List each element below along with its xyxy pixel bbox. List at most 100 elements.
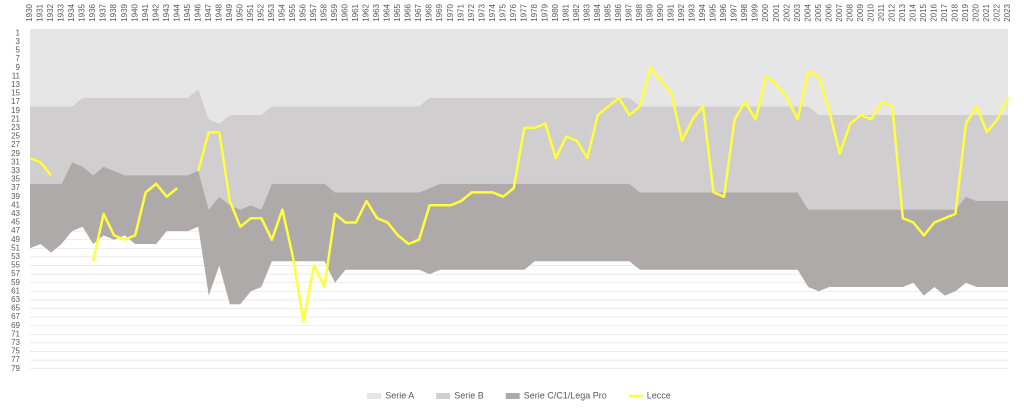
x-tick-label: 2021 xyxy=(982,3,991,21)
x-tick-label: 1936 xyxy=(88,3,97,21)
x-tick-label: 1992 xyxy=(677,3,686,21)
x-tick-label: 1978 xyxy=(530,3,539,21)
x-tick-label: 1947 xyxy=(204,3,213,21)
y-tick-label: 29 xyxy=(11,149,20,158)
y-tick-label: 49 xyxy=(11,235,20,244)
x-tick-label: 2014 xyxy=(908,3,917,21)
x-tick-label: 1980 xyxy=(551,3,560,21)
x-tick-label: 1955 xyxy=(288,3,297,21)
x-tick-label: 1977 xyxy=(519,3,528,21)
x-tick-label: 1975 xyxy=(498,3,507,21)
x-tick-label: 1974 xyxy=(488,3,497,21)
y-tick-label: 43 xyxy=(11,209,20,218)
x-tick-label: 1994 xyxy=(698,3,707,21)
x-tick-label: 1999 xyxy=(751,3,760,21)
y-tick-label: 27 xyxy=(11,140,20,149)
x-tick-label: 1979 xyxy=(540,3,549,21)
area-2 xyxy=(30,162,1008,305)
x-tick-label: 1966 xyxy=(404,3,413,21)
x-tick-label: 2016 xyxy=(929,3,938,21)
area-0 xyxy=(30,29,1008,124)
x-tick-label: 1958 xyxy=(320,3,329,21)
x-tick-label: 1981 xyxy=(561,3,570,21)
x-tick-label: 2000 xyxy=(761,3,770,21)
x-tick-label: 1951 xyxy=(246,3,255,21)
x-tick-label: 1969 xyxy=(435,3,444,21)
x-tick-label: 2013 xyxy=(898,3,907,21)
x-tick-label: 1962 xyxy=(362,3,371,21)
x-tick-label: 2009 xyxy=(856,3,865,21)
area-1 xyxy=(30,89,1008,210)
x-tick-label: 1931 xyxy=(36,3,45,21)
y-tick-label: 13 xyxy=(11,80,20,89)
x-tick-label: 2007 xyxy=(835,3,844,21)
y-tick-label: 45 xyxy=(11,218,20,227)
x-tick-label: 1945 xyxy=(183,3,192,21)
y-tick-label: 19 xyxy=(11,106,20,115)
x-tick-label: 1998 xyxy=(740,3,749,21)
y-tick-label: 57 xyxy=(11,269,20,278)
y-tick-label: 21 xyxy=(11,114,20,123)
x-tick-label: 2022 xyxy=(993,3,1002,21)
legend-label: Serie A xyxy=(385,390,414,400)
y-tick-label: 7 xyxy=(16,54,21,63)
y-tick-label: 1 xyxy=(16,28,21,37)
areas xyxy=(30,29,1008,305)
x-tick-label: 2015 xyxy=(919,3,928,21)
legend-swatch xyxy=(436,393,451,399)
x-tick-label: 2008 xyxy=(845,3,854,21)
x-tick-label: 2003 xyxy=(793,3,802,21)
x-tick-label: 1935 xyxy=(78,3,87,21)
x-tick-label: 1989 xyxy=(646,3,655,21)
x-tick-label: 1993 xyxy=(688,3,697,21)
legend: Serie A Serie B Serie C/C1/Lega Pro Lecce xyxy=(367,390,671,400)
y-tick-label: 31 xyxy=(11,157,20,166)
y-tick-label: 61 xyxy=(11,286,20,295)
x-tick-label: 1932 xyxy=(46,3,55,21)
x-tick-label: 1942 xyxy=(151,3,160,21)
y-tick-label: 53 xyxy=(11,252,20,261)
x-tick-label: 1988 xyxy=(635,3,644,21)
x-tick-label: 1959 xyxy=(330,3,339,21)
x-tick-label: 2005 xyxy=(814,3,823,21)
x-tick-label: 1930 xyxy=(25,3,34,21)
y-tick-label: 5 xyxy=(16,46,21,55)
y-tick-label: 51 xyxy=(11,243,20,252)
line xyxy=(29,66,1010,323)
y-tick-label: 37 xyxy=(11,183,20,192)
x-tick-label: 1943 xyxy=(162,3,171,21)
x-tick-label: 1996 xyxy=(719,3,728,21)
x-tick-label: 1976 xyxy=(509,3,518,21)
x-tick-label: 1944 xyxy=(172,3,181,21)
x-tick-label: 1946 xyxy=(193,3,202,21)
x-tick-label: 1952 xyxy=(256,3,265,21)
y-tick-label: 39 xyxy=(11,192,20,201)
x-tick-label: 1964 xyxy=(383,3,392,21)
x-tick-label: 1984 xyxy=(593,3,602,21)
y-tick-label: 41 xyxy=(11,200,20,209)
x-tick-label: 1982 xyxy=(572,3,581,21)
x-tick-label: 2017 xyxy=(940,3,949,21)
y-tick-label: 55 xyxy=(11,261,20,270)
x-tick-label: 1997 xyxy=(730,3,739,21)
y-tick-label: 3 xyxy=(16,37,21,46)
y-tick-label: 17 xyxy=(11,97,20,106)
x-tick-label: 1995 xyxy=(709,3,718,21)
x-tick-label: 1938 xyxy=(109,3,118,21)
legend-label: Serie B xyxy=(454,390,484,400)
y-tick-label: 75 xyxy=(11,347,20,356)
x-tick-label: 1933 xyxy=(57,3,66,21)
y-tick-label: 59 xyxy=(11,278,20,287)
x-tick-label: 1950 xyxy=(235,3,244,21)
x-tick-label: 1957 xyxy=(309,3,318,21)
y-tick-label: 69 xyxy=(11,321,20,330)
x-tick-label: 2023 xyxy=(1003,3,1012,21)
x-tick-label: 2018 xyxy=(951,3,960,21)
x-tick-label: 1941 xyxy=(141,3,150,21)
x-tick-label: 1948 xyxy=(214,3,223,21)
legend-swatch xyxy=(505,393,520,399)
x-tick-label: 1954 xyxy=(277,3,286,21)
x-tick-label: 2010 xyxy=(866,3,875,21)
x-tick-label: 1987 xyxy=(625,3,634,21)
